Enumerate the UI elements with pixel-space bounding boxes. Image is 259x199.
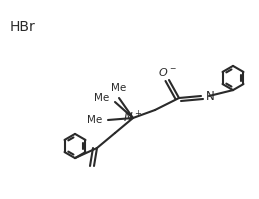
Text: N: N — [206, 91, 215, 103]
Text: Me: Me — [94, 93, 109, 103]
Text: Me: Me — [87, 115, 102, 125]
Text: Me: Me — [111, 83, 127, 93]
Text: $N^+$: $N^+$ — [123, 110, 143, 126]
Text: $O^-$: $O^-$ — [158, 66, 176, 78]
Text: HBr: HBr — [10, 20, 36, 34]
